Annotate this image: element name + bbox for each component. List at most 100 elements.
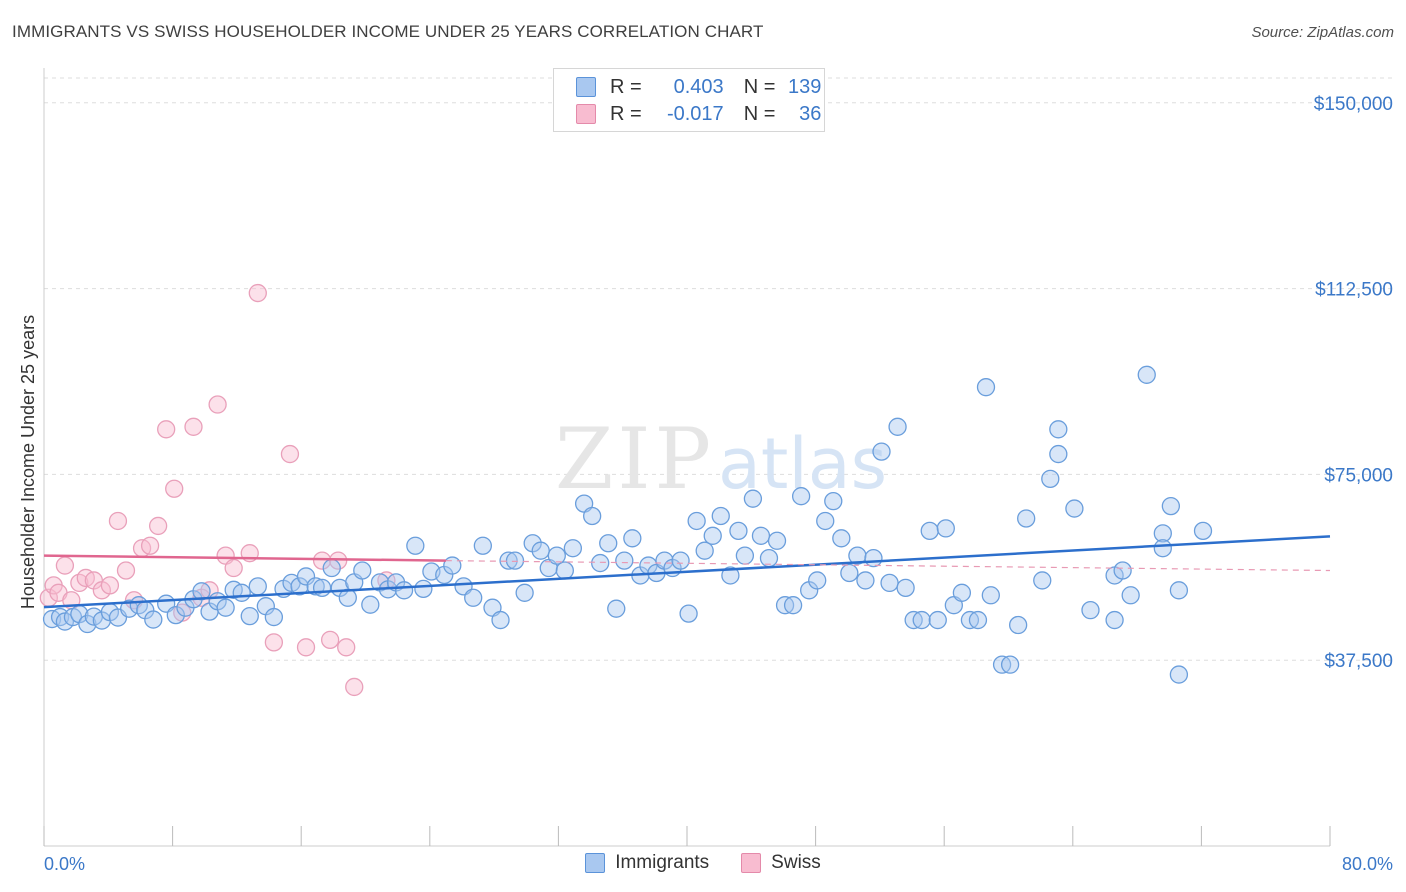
immigrants-point	[216, 598, 235, 617]
swiss-point	[165, 479, 184, 498]
immigrants-point	[583, 506, 602, 526]
chart-title: IMMIGRANTS VS SWISS HOUSEHOLDER INCOME U…	[12, 22, 764, 41]
immigrants-point	[1033, 571, 1052, 590]
immigrants-point	[840, 563, 859, 583]
immigrants-point	[312, 578, 332, 598]
immigrants-point	[296, 567, 316, 586]
immigrants-point	[896, 578, 915, 598]
immigrants-point	[671, 551, 690, 570]
immigrants-point	[1169, 581, 1189, 600]
axis-labels: $37,500 $75,000 $112,500 $150,000 0.0% 80.0% H…	[18, 94, 1393, 874]
immigrants-point	[1153, 524, 1172, 543]
immigrants-point	[1193, 521, 1213, 541]
watermark: ZIP atlas	[555, 410, 887, 508]
immigrants-point	[751, 526, 771, 545]
immigrants-point	[623, 529, 642, 548]
watermark-atlas: atlas	[718, 423, 887, 505]
swiss-point	[296, 638, 316, 657]
immigrants-point	[120, 599, 139, 618]
immigrants-point	[783, 596, 803, 615]
legend-n-value: 139	[788, 75, 822, 98]
axes	[43, 68, 1331, 847]
y-tick-label: $112,500	[1315, 280, 1393, 301]
immigrants-point	[1113, 561, 1132, 580]
legend-n-value: 36	[799, 102, 822, 125]
immigrants-point	[591, 553, 610, 573]
immigrants-point	[824, 491, 843, 511]
immigrants-point	[952, 583, 972, 602]
immigrants-point	[1049, 420, 1068, 439]
y-tick-label: $150,000	[1314, 94, 1393, 115]
immigrants-point	[721, 566, 740, 585]
immigrants-point	[322, 558, 341, 578]
immigrants-point	[264, 607, 284, 627]
swiss-point	[184, 417, 203, 436]
swiss-point	[157, 420, 176, 439]
swiss-point	[320, 630, 340, 650]
source-label: Source: ZipAtlas.com	[1251, 24, 1394, 41]
swiss-trend-extension	[445, 560, 1331, 572]
immigrants-point	[767, 531, 787, 550]
immigrants-point	[687, 511, 706, 531]
immigrants-point	[531, 541, 550, 560]
immigrants-point	[816, 511, 835, 531]
immigrants-point	[1049, 444, 1068, 464]
x-max-label: 80.0%	[1342, 854, 1393, 874]
immigrants-point	[880, 573, 899, 593]
immigrants-point	[306, 577, 325, 596]
swiss-point	[280, 444, 300, 464]
immigrants-point	[729, 521, 748, 541]
immigrants-point	[968, 610, 988, 630]
immigrants-point	[1000, 655, 1020, 674]
swiss-point	[264, 633, 284, 652]
swiss-point	[224, 558, 243, 578]
immigrants-point	[499, 551, 518, 570]
legend-label-immigrants: Immigrants	[615, 852, 710, 873]
immigrants-point	[936, 519, 955, 538]
y-axis-title: Householder Income Under 25 years	[18, 315, 38, 609]
immigrants-point	[1137, 365, 1156, 384]
immigrants-point	[679, 604, 698, 623]
immigrants-point	[1121, 586, 1140, 605]
immigrants-point	[248, 577, 267, 596]
immigrants-point	[192, 582, 211, 601]
x-min-label: 0.0%	[44, 854, 85, 874]
trend-lines	[43, 535, 1331, 609]
immigrants-point	[703, 526, 722, 545]
immigrants-point	[832, 529, 851, 548]
immigrants-point	[406, 536, 425, 555]
immigrants-point	[599, 534, 618, 553]
legend-n-label: N =	[743, 75, 776, 98]
correlation-legend: R = 0.403 N = 139 R = -0.017 N = 36	[553, 68, 825, 132]
swiss-points	[39, 283, 396, 697]
legend-row-immigrants: R = 0.403 N = 139	[576, 75, 821, 99]
legend-item-swiss[interactable]: Swiss	[741, 852, 821, 874]
immigrants-point	[563, 539, 583, 558]
swiss-point	[337, 638, 356, 657]
immigrants-point	[473, 536, 492, 555]
immigrants-point	[735, 546, 755, 565]
immigrants-point	[711, 506, 730, 526]
immigrants-point	[1105, 610, 1124, 630]
swiss-point	[100, 576, 120, 595]
immigrants-point	[232, 583, 251, 602]
immigrants-point	[912, 610, 931, 630]
legend-item-immigrants[interactable]: Immigrants	[585, 852, 709, 874]
immigrants-point	[888, 417, 907, 436]
immigrants-point	[791, 487, 811, 506]
immigrants-point	[505, 551, 525, 570]
immigrants-point	[1153, 539, 1172, 558]
legend-r-value: 0.403	[673, 75, 724, 98]
immigrants-point	[240, 606, 259, 626]
immigrants-point	[353, 561, 372, 580]
legend-r-value: -0.017	[666, 102, 724, 125]
legend-swatch-swiss	[576, 104, 596, 124]
swiss-trend-line	[43, 554, 446, 562]
legend-swatch-immigrants	[576, 77, 596, 97]
swiss-point	[116, 561, 136, 580]
swiss-point	[248, 283, 267, 303]
immigrants-point	[743, 489, 763, 508]
immigrants-point	[1081, 600, 1100, 620]
swiss-point	[55, 556, 75, 575]
